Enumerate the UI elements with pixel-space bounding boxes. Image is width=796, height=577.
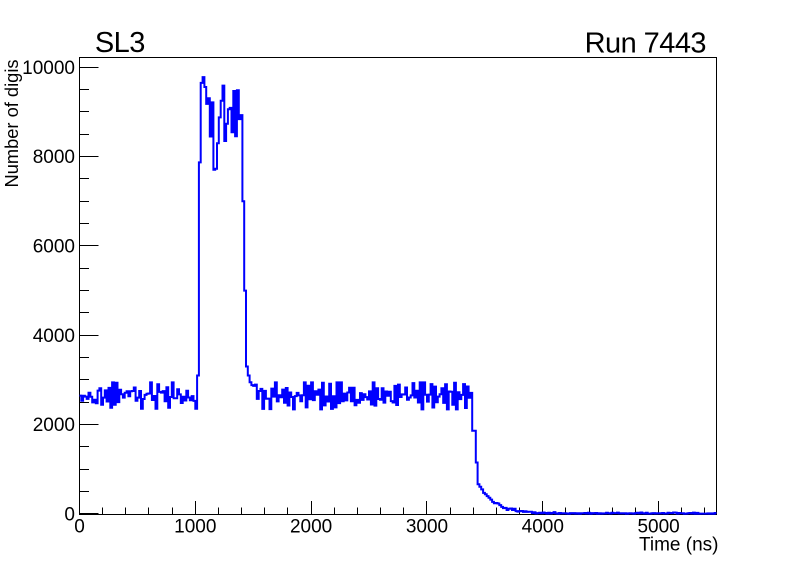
- svg-text:4000: 4000: [522, 516, 564, 537]
- svg-text:Number of digis: Number of digis: [1, 59, 22, 187]
- svg-text:0: 0: [64, 505, 75, 526]
- svg-text:6000: 6000: [33, 237, 75, 258]
- svg-text:2000: 2000: [290, 516, 332, 537]
- svg-text:Time (ns): Time (ns): [639, 535, 719, 556]
- svg-text:SL3: SL3: [95, 27, 145, 59]
- svg-text:5000: 5000: [637, 516, 679, 537]
- svg-text:0: 0: [74, 516, 85, 537]
- svg-text:Run 7443: Run 7443: [585, 28, 706, 60]
- svg-text:3000: 3000: [406, 516, 448, 537]
- svg-text:10000: 10000: [22, 58, 75, 79]
- svg-text:4000: 4000: [33, 326, 75, 347]
- svg-text:2000: 2000: [33, 415, 75, 436]
- svg-text:1000: 1000: [174, 516, 216, 537]
- svg-text:8000: 8000: [33, 147, 75, 168]
